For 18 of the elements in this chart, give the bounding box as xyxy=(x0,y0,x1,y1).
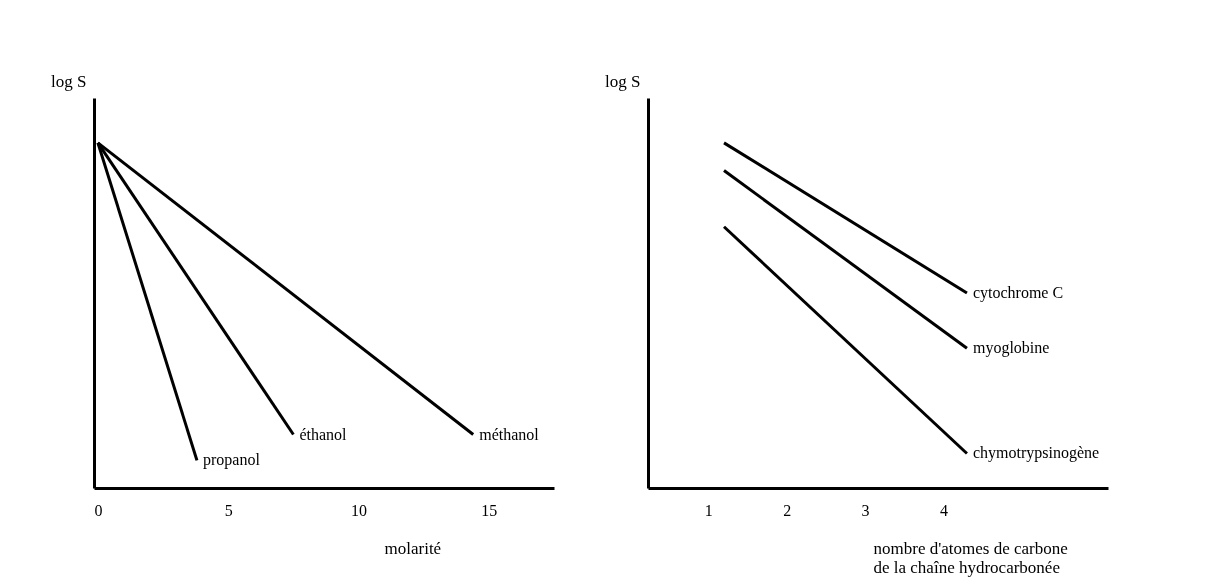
x-tick-label: 0 xyxy=(94,501,103,519)
series-label: chymotrypsinogène xyxy=(972,444,1100,463)
y-axis-title: log S xyxy=(51,71,87,91)
y-axis-title: log S xyxy=(605,71,641,91)
x-axis-title: nombre d'atomes de carbone de la chaîne hydrocarbonée xyxy=(873,538,1068,577)
series-label: propanol xyxy=(202,451,261,470)
x-tick-label: 5 xyxy=(224,501,233,519)
series-label: méthanol xyxy=(479,425,540,443)
x-tick-label: 15 xyxy=(481,501,498,519)
x-tick-label: 10 xyxy=(351,501,368,519)
series-label: éthanol xyxy=(299,425,348,443)
x-axis-title: molarité xyxy=(384,538,442,558)
series-label: myoglobine xyxy=(972,339,1050,358)
x-tick-label: 1 xyxy=(704,501,713,519)
x-tick-label: 3 xyxy=(861,501,870,519)
x-tick-label: 4 xyxy=(939,501,948,519)
series-label: cytochrome C xyxy=(972,284,1064,302)
x-tick-label: 2 xyxy=(783,501,792,519)
